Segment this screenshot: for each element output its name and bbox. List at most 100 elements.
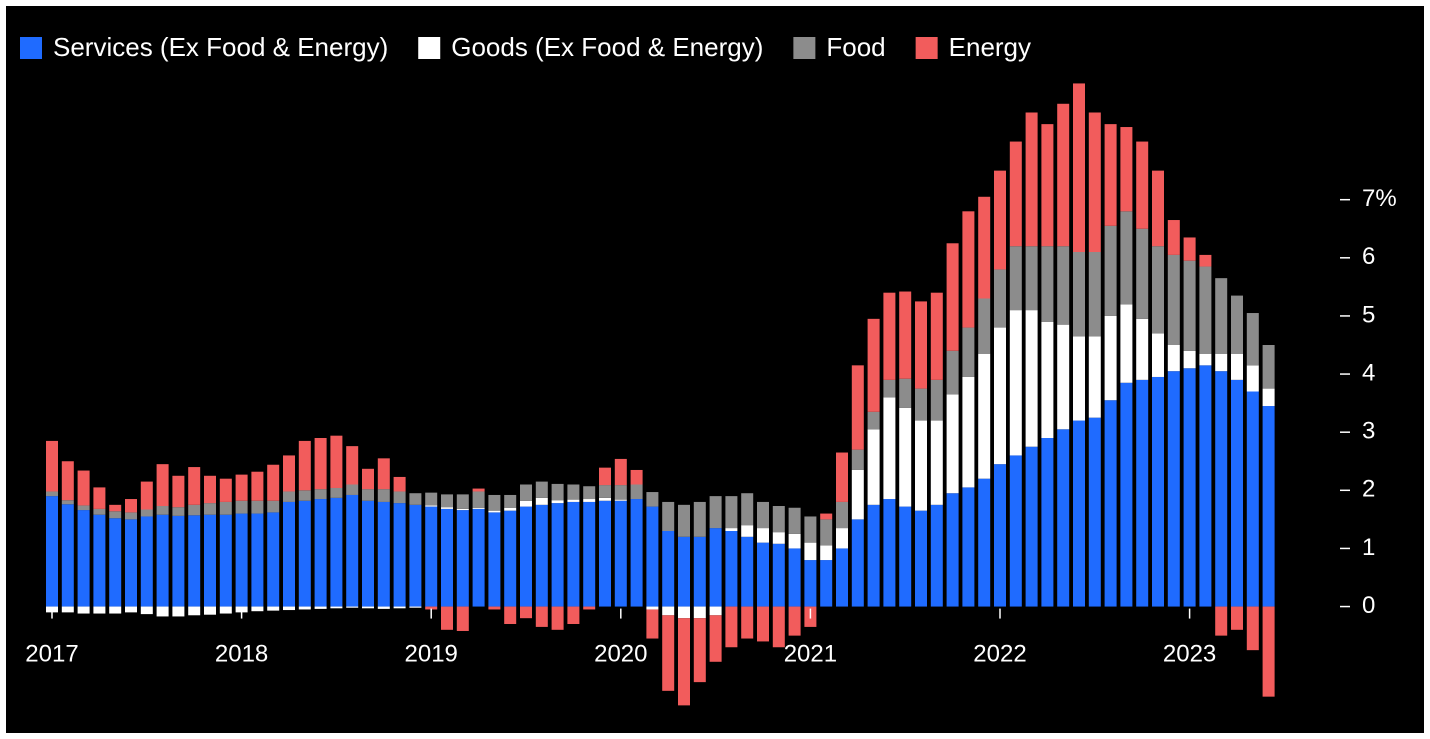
bar-segment <box>1215 353 1228 372</box>
bar-segment <box>867 504 880 607</box>
bar-segment <box>267 606 280 611</box>
bar-segment <box>1073 336 1085 421</box>
bar-segment <box>1120 304 1133 383</box>
legend-swatch <box>915 37 938 59</box>
bar-segment <box>472 488 485 492</box>
bar-segment <box>456 510 469 607</box>
bar-segment <box>567 484 580 500</box>
bar-segment <box>441 494 453 508</box>
bar-segment <box>456 508 469 511</box>
bar-segment <box>472 508 485 607</box>
bar-segment <box>867 429 880 505</box>
bar-segment <box>251 513 264 607</box>
bar-segment <box>140 516 153 607</box>
legend-swatch <box>418 37 441 59</box>
bar-segment <box>204 475 216 504</box>
bar-segment <box>836 548 848 607</box>
bar-segment <box>251 606 264 612</box>
bar-segment <box>725 528 738 531</box>
bar-segment <box>915 301 927 389</box>
bar-segment <box>109 511 122 519</box>
bar-segment <box>930 379 943 421</box>
bar-segment <box>772 506 785 533</box>
bar-segment <box>441 508 453 607</box>
bar-segment <box>188 515 201 607</box>
bar-segment <box>172 606 185 617</box>
bar-segment <box>1104 400 1117 607</box>
bar-segment <box>251 471 264 501</box>
bar-segment <box>1057 324 1070 430</box>
bar-segment <box>362 500 374 607</box>
bar-segment <box>235 513 248 607</box>
bar-segment <box>425 606 438 610</box>
bar-segment <box>1025 310 1038 447</box>
legend-swatch <box>793 37 816 59</box>
bar-segment <box>820 513 833 520</box>
bar-segment <box>1057 246 1070 325</box>
bar-segment <box>1009 310 1022 456</box>
bar-segment <box>1246 606 1259 651</box>
x-tick-label: 2017 <box>25 640 78 667</box>
bar-segment <box>46 491 58 497</box>
legend-label: Goods (Ex Food & Energy) <box>451 32 763 62</box>
bar-segment <box>77 606 90 614</box>
bar-segment <box>946 394 959 494</box>
bar-segment <box>267 464 280 501</box>
bar-segment <box>630 484 643 500</box>
bar-segment <box>298 500 311 607</box>
bar-segment <box>219 478 232 502</box>
bar-segment <box>156 606 169 617</box>
bar-segment <box>1262 345 1275 389</box>
bar-segment <box>757 542 769 607</box>
bar-segment <box>298 440 311 491</box>
bar-segment <box>930 504 943 607</box>
bar-segment <box>520 606 532 619</box>
bar-segment <box>962 327 975 377</box>
bar-segment <box>77 470 90 506</box>
bar-segment <box>219 606 232 614</box>
bar-segment <box>488 510 501 513</box>
bar-segment <box>741 536 754 607</box>
bar-segment <box>140 509 153 517</box>
bar-segment <box>393 503 406 607</box>
bar-segment <box>535 606 548 627</box>
bar-segment <box>646 609 659 639</box>
bar-segment <box>1199 266 1212 354</box>
bar-segment <box>441 507 453 509</box>
bar-segment <box>693 536 706 607</box>
bar-segment <box>757 501 769 529</box>
bar-segment <box>314 499 327 607</box>
bar-segment <box>1136 318 1149 380</box>
bar-segment <box>1088 336 1101 418</box>
bar-segment <box>1167 371 1180 607</box>
bar-segment <box>1152 333 1164 377</box>
bar-segment <box>883 499 896 607</box>
bar-segment <box>109 504 122 512</box>
bar-segment <box>93 487 106 509</box>
bar-segment <box>1215 278 1228 354</box>
bar-segment <box>820 519 833 546</box>
bar-segment <box>899 378 912 408</box>
bar-segment <box>994 269 1006 328</box>
bar-segment <box>330 497 343 607</box>
bar-segment <box>788 533 801 549</box>
bar-segment <box>662 615 675 691</box>
bar-segment <box>1199 254 1212 267</box>
bar-segment <box>1104 225 1117 316</box>
bar-segment <box>978 478 991 607</box>
bar-segment <box>1199 365 1212 607</box>
bar-segment <box>488 512 501 607</box>
bar-segment <box>1231 379 1243 607</box>
bar-segment <box>1246 391 1259 607</box>
bar-segment <box>61 461 74 501</box>
bar-segment <box>172 507 185 516</box>
bar-segment <box>1183 368 1196 607</box>
bar-segment <box>61 500 74 505</box>
bar-segment <box>204 514 216 607</box>
bar-segment <box>757 528 769 543</box>
bar-segment <box>283 455 295 492</box>
bar-segment <box>551 503 564 607</box>
bar-segment <box>630 499 643 607</box>
bar-segment <box>125 519 137 607</box>
bar-segment <box>172 515 185 607</box>
